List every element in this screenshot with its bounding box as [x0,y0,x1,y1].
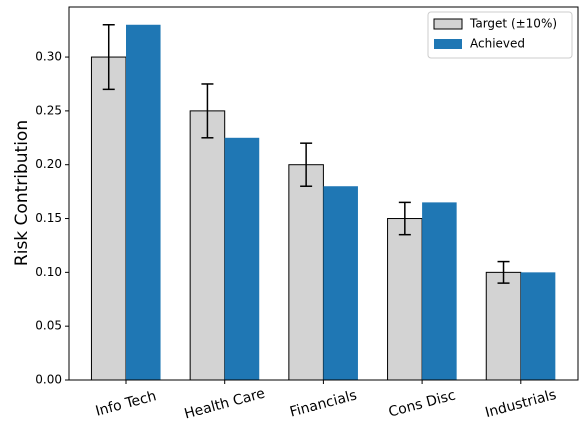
error-bar [300,142,313,187]
legend-frame [427,11,573,59]
y-tick-label: 0.00 [35,373,62,387]
bar [224,137,260,380]
bar [485,271,522,381]
y-tick-label: 0.25 [35,103,62,117]
y-tick-label: 0.15 [35,211,62,225]
legend-label: Target (±10%) [469,17,557,31]
error-bar [102,24,115,91]
y-tick-label: 0.20 [35,157,62,171]
error-bar [497,260,510,284]
error-bar [398,201,411,236]
y-tick-label: 0.30 [35,50,62,64]
y-tick-label: 0.10 [35,265,62,279]
x-tick-label: Cons Disc [387,387,457,420]
legend-swatch [433,18,463,30]
bar [387,218,423,381]
bar [189,110,226,381]
x-tick-label: Industrials [483,387,558,421]
x-tick-label: Info Tech [94,388,158,420]
legend-label: Achieved [470,37,525,51]
bar [323,186,358,380]
y-axis-label: Risk Contribution [12,120,32,266]
x-tick-label: Financials [288,387,358,420]
bar [422,202,457,380]
y-tick-label: 0.05 [35,319,62,333]
x-tick-label: Health Care [183,386,267,423]
bar [126,24,161,381]
bar [90,56,127,381]
bar [288,164,324,381]
bar [520,272,556,380]
legend-swatch [434,39,462,49]
plot-frame [68,6,579,381]
error-bar [201,83,214,139]
